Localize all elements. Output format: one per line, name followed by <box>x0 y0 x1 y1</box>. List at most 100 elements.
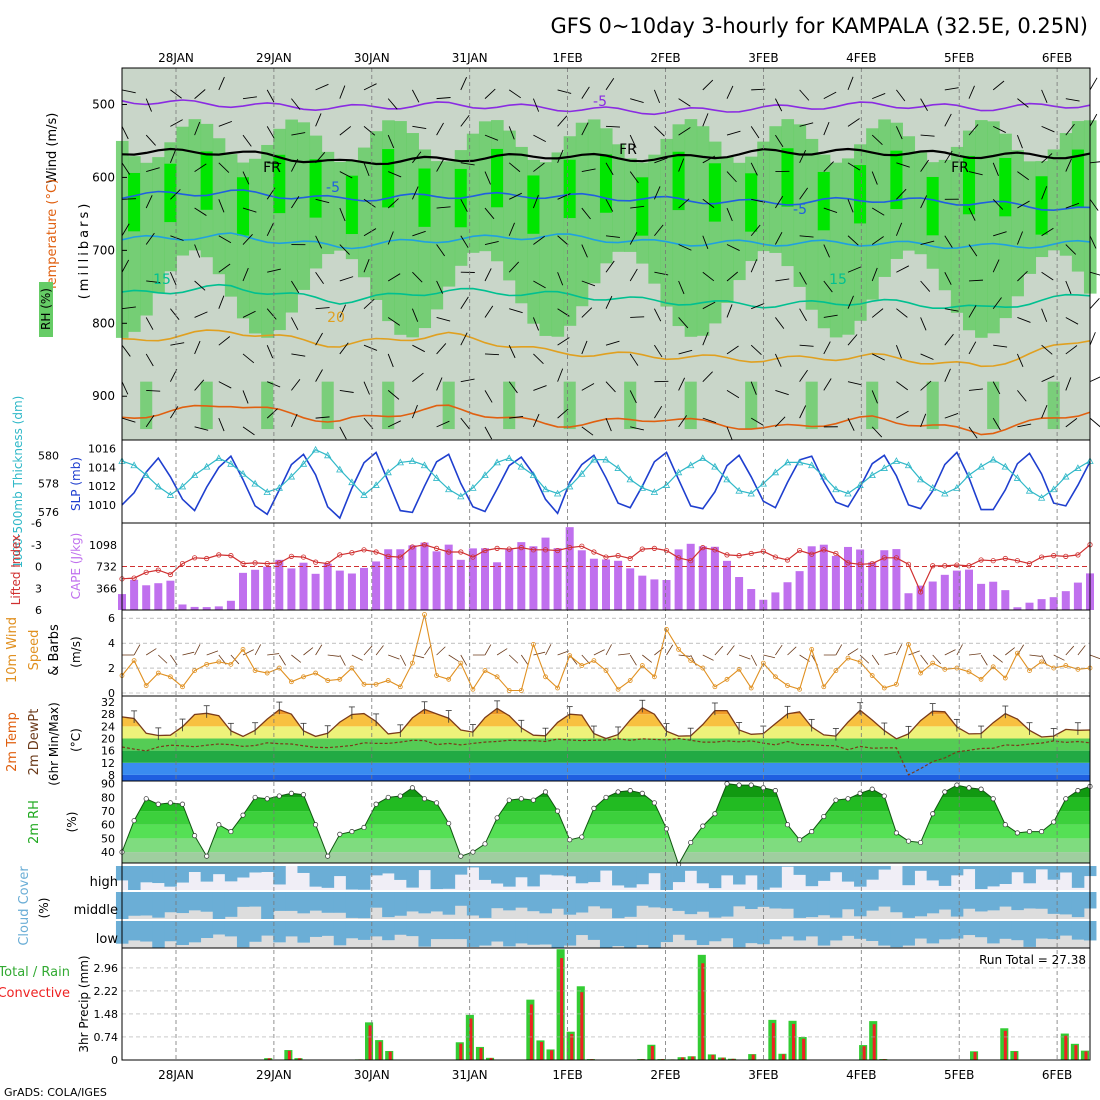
cloud-bar <box>128 892 141 916</box>
wind-barb <box>750 224 761 237</box>
cloud-bar <box>370 892 383 908</box>
rh-moist-shading <box>466 133 480 253</box>
cloud-bar <box>624 921 637 948</box>
wind-barb <box>992 297 1002 309</box>
rh-point <box>264 796 270 802</box>
cloud-bar <box>249 866 262 873</box>
cape-bar <box>868 562 877 610</box>
wind-speed-point <box>422 612 427 617</box>
chart-marks <box>115 76 1100 1060</box>
wind-barb <box>1065 377 1072 391</box>
thickness-point <box>977 462 985 470</box>
surface-wind-barb <box>267 653 280 656</box>
surface-wind-barb <box>835 644 843 656</box>
wind-barb <box>1089 376 1100 383</box>
cloud-bar <box>696 892 710 912</box>
wind-barb <box>944 412 959 419</box>
thickness-point <box>1037 493 1046 501</box>
lifted-index-point <box>833 550 839 557</box>
rh-point <box>688 839 694 846</box>
cape-bar <box>904 593 913 610</box>
cloud-bar <box>684 866 698 871</box>
wind-barb <box>145 98 152 112</box>
precip-convective-bar <box>368 1025 372 1060</box>
wind-barb <box>460 417 470 430</box>
wind-barb <box>726 304 733 318</box>
thickness-point <box>880 464 888 471</box>
cloud-bar <box>587 921 601 940</box>
rh-point <box>784 822 791 828</box>
pressure-tick-label: 600 <box>92 170 115 184</box>
temp2m-title: 2m Temp <box>5 712 20 772</box>
cloud-bar <box>200 892 214 912</box>
cloud-bar <box>224 921 238 937</box>
lifted-index-point <box>349 550 355 556</box>
lifted-index-point <box>264 560 270 567</box>
wind-barb <box>968 171 983 176</box>
wind-speed-point <box>773 674 778 680</box>
rh-saturated-shading <box>563 159 576 219</box>
cape-bar <box>928 581 937 610</box>
cloud-bar <box>491 921 504 942</box>
cloud-bar <box>176 892 189 914</box>
wind-barb <box>581 280 596 287</box>
cape-bar <box>468 548 477 610</box>
cloud-bar <box>128 866 141 890</box>
cloud-bar <box>454 921 468 940</box>
wind-barb <box>871 390 878 404</box>
rh-saturated-shading <box>1071 149 1084 208</box>
wind-barb <box>533 280 546 289</box>
bottom-date-label: 1FEB <box>552 1068 582 1082</box>
precip-convective-bar <box>297 1058 301 1060</box>
bottom-date-label: 6FEB <box>1042 1068 1072 1082</box>
precip-convective-bar <box>539 1041 543 1060</box>
wind-speed-point <box>591 658 597 663</box>
rh-saturated-shading <box>745 173 758 232</box>
cloud-bar <box>406 921 419 937</box>
wind-speed-point <box>627 678 633 683</box>
lifted-index-point <box>639 546 645 552</box>
wind-barb <box>630 426 644 431</box>
cape-bar <box>444 544 453 610</box>
surface-wind-barb <box>545 644 552 656</box>
rh-moist-shading <box>140 162 153 316</box>
wind-barb <box>363 259 370 273</box>
wind-barb <box>1065 123 1075 136</box>
cloud-bar <box>841 866 855 882</box>
wind-barb <box>799 272 807 285</box>
temp-tick-label: 12 <box>101 757 115 770</box>
lifted-index-point <box>724 552 730 558</box>
wind-barb <box>775 278 790 282</box>
surface-wind-barb <box>424 644 432 656</box>
slp-line <box>121 451 1091 520</box>
wind-barb <box>412 230 426 237</box>
wind-barb <box>823 314 838 318</box>
wind-speed-point <box>192 668 198 673</box>
wind-barb <box>702 417 717 424</box>
wind-barb <box>1041 405 1048 419</box>
rh-moist-shading <box>950 146 964 313</box>
cloud-bar <box>575 921 589 936</box>
thickness-point <box>989 455 997 463</box>
wind-barb <box>968 341 977 355</box>
temp-line <box>121 707 1091 740</box>
top-date-label: 5FEB <box>944 51 974 65</box>
wind-barb <box>1089 235 1097 249</box>
cloud-bar <box>309 921 323 937</box>
rh-point <box>978 786 984 792</box>
cloud-bar <box>817 892 831 916</box>
rh-point <box>482 841 488 847</box>
precip-convective-bar <box>378 1041 382 1060</box>
cape-bar <box>674 549 683 610</box>
rh-tick-label: 80 <box>101 791 115 804</box>
rh-moist-shading <box>793 124 807 287</box>
cloud-bar <box>140 921 153 942</box>
surface-wind-barb <box>787 646 797 656</box>
wind-barb <box>266 344 274 359</box>
cape-bar <box>1073 582 1082 610</box>
surface-wind-barb <box>1053 654 1065 661</box>
lifted-index-point <box>663 547 670 554</box>
wind-barb <box>557 337 570 346</box>
rh-low-moist-shading <box>563 381 576 430</box>
rh-low-moist-shading <box>261 381 274 430</box>
